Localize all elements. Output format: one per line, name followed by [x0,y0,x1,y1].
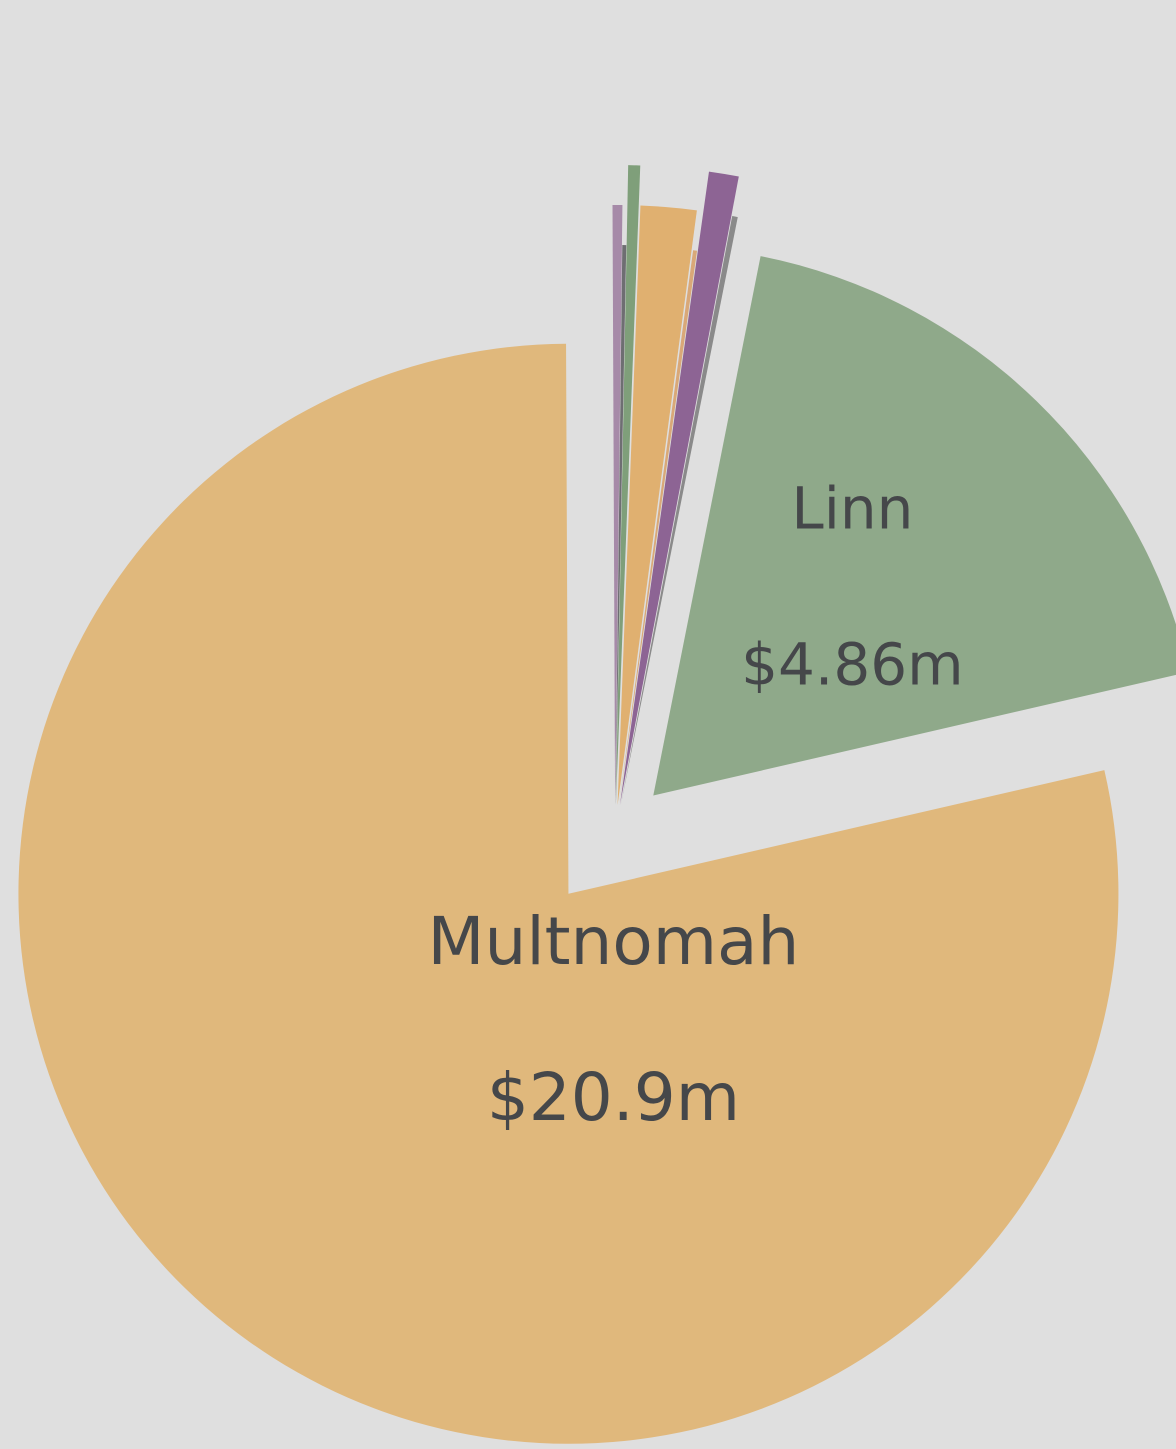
pie-slice [617,205,697,806]
slice-label: Multnomah [428,903,800,980]
pie-slice [619,250,698,806]
pie-slice [653,256,1176,796]
slice-value-label: $4.86m [741,630,964,698]
slice-value-label: $20.9m [487,1059,740,1136]
pie-slice [615,245,627,806]
slice-label: Linn [791,474,913,542]
pie-slice [619,171,739,806]
pie-slice [612,205,623,806]
pie-slice [615,165,641,806]
pie-slice [18,343,1119,1444]
pie-slice [620,215,738,806]
